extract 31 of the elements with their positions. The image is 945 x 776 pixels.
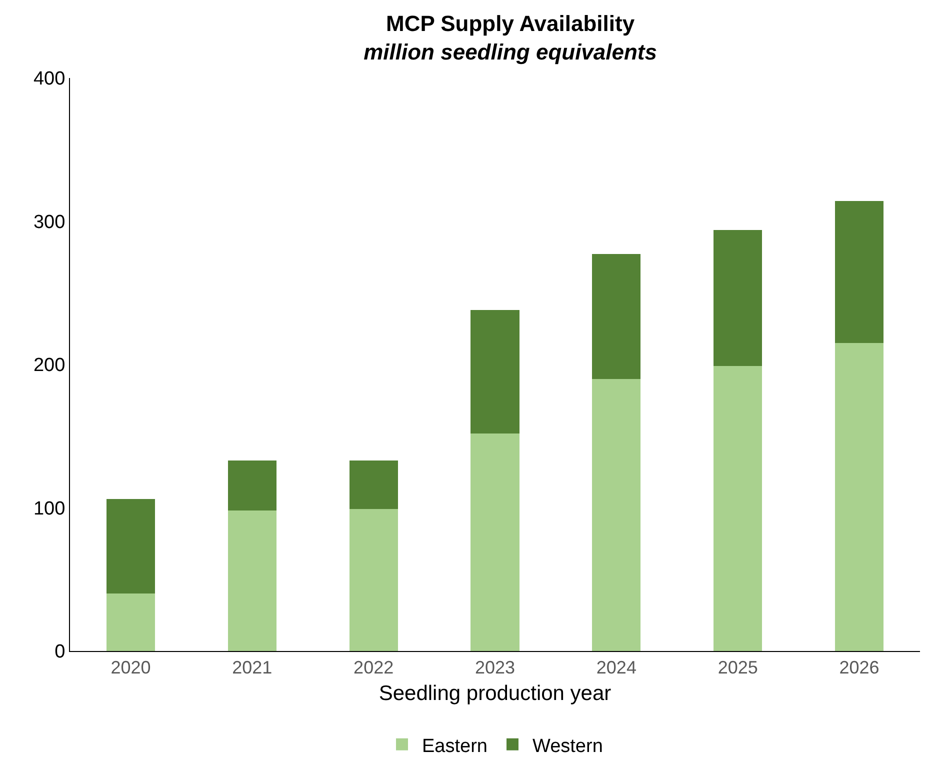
bar	[470, 310, 520, 434]
bar	[228, 510, 276, 651]
x-tick-label: 2023	[474, 658, 516, 678]
y-tick-label: 100	[33, 498, 66, 520]
x-tick-label: 2021	[232, 658, 272, 678]
x-tick-label: 2024	[596, 658, 636, 678]
y-tick-label: 0	[54, 642, 66, 663]
bar	[470, 433, 520, 651]
legend-label: Eastern	[422, 736, 488, 757]
bar	[349, 460, 398, 510]
chart-title: MCP Supply Availability	[386, 11, 636, 36]
y-tick-label: 200	[33, 355, 66, 376]
legend-label: Western	[532, 736, 603, 757]
bar	[106, 594, 155, 651]
bar	[228, 460, 276, 511]
x-tick-label: 2022	[354, 658, 394, 678]
bar	[835, 201, 884, 344]
x-tick-label: 2025	[718, 658, 758, 678]
x-axis-title: Seedling production year	[378, 682, 612, 705]
bar	[592, 378, 641, 651]
y-tick-label: 300	[33, 212, 66, 233]
bar	[592, 254, 641, 379]
bar	[714, 230, 762, 366]
x-tick-label: 2020	[110, 658, 151, 678]
bar	[835, 343, 884, 651]
bar	[106, 499, 155, 594]
bar	[349, 509, 398, 651]
chart-subtitle: million seedling equivalents	[364, 40, 658, 65]
bar	[714, 366, 762, 651]
y-tick-label: 400	[33, 68, 66, 90]
x-tick-label: 2026	[839, 658, 880, 678]
